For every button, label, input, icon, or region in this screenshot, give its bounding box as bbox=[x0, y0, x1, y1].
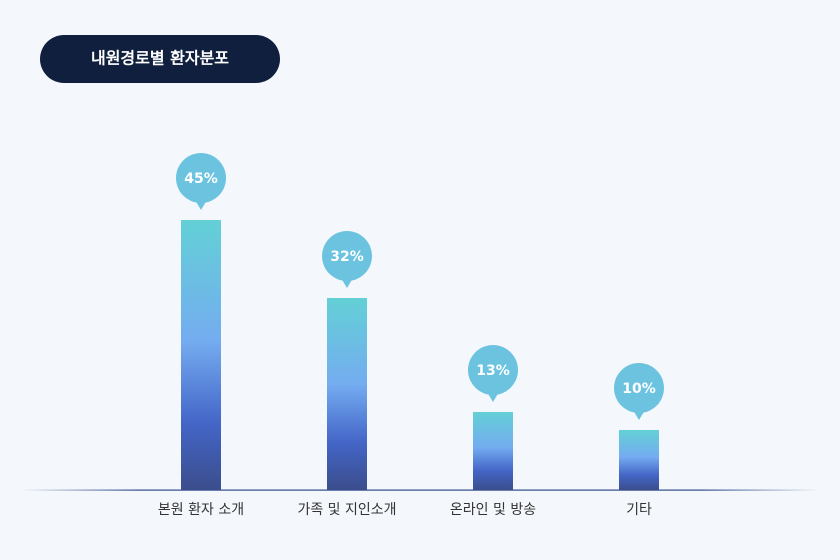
bar bbox=[181, 220, 221, 490]
bar bbox=[327, 298, 367, 490]
value-label: 32% bbox=[330, 249, 364, 265]
x-tick-label: 본원 환자 소개 bbox=[158, 502, 244, 518]
bar bbox=[619, 430, 659, 490]
value-label: 10% bbox=[622, 381, 656, 397]
x-tick-label: 가족 및 지인소개 bbox=[297, 502, 396, 518]
value-label: 13% bbox=[476, 363, 510, 379]
value-bubble bbox=[176, 153, 226, 203]
baseline bbox=[20, 489, 820, 491]
chart-title: 내원경로별 환자분포 bbox=[91, 49, 229, 68]
value-bubble bbox=[614, 363, 664, 413]
x-tick-label: 온라인 및 방송 bbox=[450, 502, 536, 518]
bar bbox=[473, 412, 513, 490]
x-tick-label: 기타 bbox=[626, 502, 652, 518]
value-label: 45% bbox=[184, 171, 218, 187]
value-bubble bbox=[322, 231, 372, 281]
title-pill bbox=[40, 35, 280, 83]
value-bubble bbox=[468, 345, 518, 395]
